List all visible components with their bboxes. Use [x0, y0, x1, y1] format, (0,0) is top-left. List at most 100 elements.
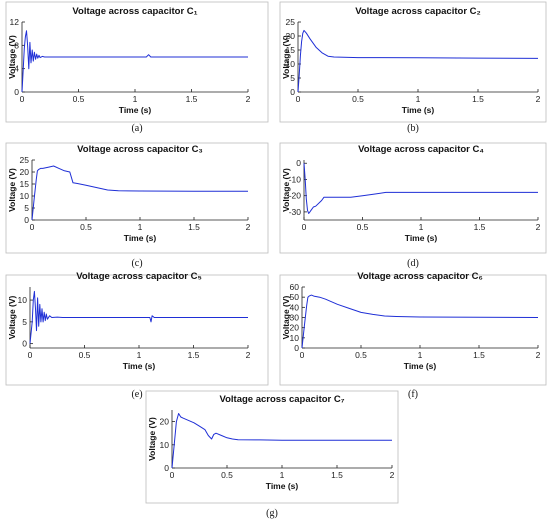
chart-f-x-tick-label: 2 [536, 350, 541, 360]
chart-c-x-tick-label: 0.5 [80, 222, 92, 232]
chart-c-caption: (c) [131, 258, 142, 269]
chart-f-y-tick-label: 60 [290, 282, 300, 292]
chart-b-caption: (b) [407, 123, 419, 134]
chart-a-x-tick-label: 1.5 [186, 94, 198, 104]
chart-d-caption: (d) [407, 258, 419, 269]
chart-e-ylabel: Voltage (V) [7, 295, 17, 339]
chart-b-x-tick-label: 2 [536, 94, 541, 104]
chart-d-x-tick-label: 0 [302, 222, 307, 232]
chart-e-y-tick-label: 0 [22, 339, 27, 349]
chart-f-y-tick-label: 0 [294, 343, 299, 353]
chart-c-y-tick-label: 5 [24, 203, 29, 213]
chart-b-y-tick-label: 25 [286, 17, 296, 27]
chart-g-y-tick-label: 10 [160, 440, 170, 450]
chart-b-title: Voltage across capacitor C₂ [355, 6, 480, 17]
chart-g-x-tick-label: 0.5 [221, 470, 233, 480]
chart-f-y-tick-label: 20 [290, 323, 300, 333]
chart-b-x-tick-label: 0 [296, 94, 301, 104]
chart-a-title: Voltage across capacitor C₁ [72, 6, 197, 17]
chart-b-y-tick-label: 20 [286, 31, 296, 41]
chart-b-x-tick-label: 1.5 [472, 94, 484, 104]
chart-a-x-tick-label: 1 [133, 94, 138, 104]
chart-e-x-tick-label: 1 [137, 350, 142, 360]
chart-c-x-tick-label: 1 [138, 222, 143, 232]
chart-c-frame [5, 142, 269, 254]
chart-b-frame [279, 1, 547, 123]
chart-e-xlabel: Time (s) [123, 361, 156, 371]
chart-g-xlabel: Time (s) [266, 481, 299, 491]
chart-a-x-tick-label: 0.5 [73, 94, 85, 104]
chart-f-series-line [301, 294, 539, 349]
chart-c-xlabel: Time (s) [124, 233, 157, 243]
chart-e-x-tick-label: 0 [28, 350, 33, 360]
chart-g-title: Voltage across capacitor C₇ [219, 394, 344, 405]
chart-f-y-tick-label: 50 [290, 292, 300, 302]
chart-d-y-tick-label: -20 [289, 191, 302, 201]
chart-c-title: Voltage across capacitor C₃ [77, 144, 203, 155]
chart-c-x-tick-label: 2 [246, 222, 251, 232]
chart-e-x-tick-label: 0.5 [79, 350, 91, 360]
chart-b-y-tick-label: 5 [290, 73, 295, 83]
chart-g-x-tick-label: 2 [390, 470, 395, 480]
chart-b-xlabel: Time (s) [402, 105, 435, 115]
chart-d-title: Voltage across capacitor C₄ [358, 144, 484, 155]
chart-a-y-tick-label: 8 [14, 40, 19, 50]
chart-a-y-tick-label: 12 [10, 17, 20, 27]
chart-e-y-tick-label: 5 [22, 317, 27, 327]
chart-a-series-line [21, 30, 248, 93]
chart-c-x-tick-label: 1.5 [188, 222, 200, 232]
chart-a-x-tick-label: 2 [246, 94, 251, 104]
chart-a-y-tick-label: 4 [14, 64, 19, 74]
chart-d-ylabel: Voltage (V) [281, 168, 291, 212]
chart-f-ylabel: Voltage (V) [281, 295, 291, 339]
chart-b-y-tick-label: 10 [286, 59, 296, 69]
chart-b-x-tick-label: 1 [416, 94, 421, 104]
chart-d-x-tick-label: 1.5 [474, 222, 486, 232]
chart-e-frame [5, 274, 269, 386]
chart-g-caption: (g) [266, 508, 278, 519]
chart-f-caption: (f) [408, 389, 418, 400]
chart-f-y-tick-label: 10 [290, 333, 300, 343]
chart-f-y-tick-label: 40 [290, 302, 300, 312]
chart-g-series-line [171, 413, 392, 469]
chart-d-y-tick-label: 0 [296, 158, 301, 168]
chart-g-frame [145, 390, 399, 504]
chart-e-x-tick-label: 2 [246, 350, 251, 360]
chart-e-x-tick-label: 1.5 [188, 350, 200, 360]
chart-a-frame [5, 1, 269, 123]
chart-c-ylabel: Voltage (V) [7, 168, 17, 212]
chart-d-xlabel: Time (s) [405, 233, 438, 243]
chart-g-x-tick-label: 0 [170, 470, 175, 480]
chart-d-x-tick-label: 0.5 [357, 222, 369, 232]
chart-d-x-tick-label: 1 [419, 222, 424, 232]
chart-a-ylabel: Voltage (V) [7, 35, 17, 79]
chart-b-ylabel: Voltage (V) [281, 35, 291, 79]
chart-f-frame [279, 274, 547, 386]
chart-c-x-tick-label: 0 [30, 222, 35, 232]
chart-f-x-tick-label: 0 [300, 350, 305, 360]
chart-a-xlabel: Time (s) [119, 105, 152, 115]
chart-e-caption: (e) [131, 389, 142, 400]
chart-a-y-tick-label: 0 [14, 87, 19, 97]
chart-b-y-tick-label: 0 [290, 87, 295, 97]
chart-e-y-tick-label: 10 [18, 295, 28, 305]
chart-c-y-tick-label: 25 [20, 155, 30, 165]
chart-c-y-tick-label: 15 [20, 179, 30, 189]
chart-f-x-tick-label: 1 [418, 350, 423, 360]
chart-g-x-tick-label: 1 [280, 470, 285, 480]
chart-c-y-tick-label: 20 [20, 167, 30, 177]
chart-f-x-tick-label: 0.5 [355, 350, 367, 360]
chart-b-x-tick-label: 0.5 [352, 94, 364, 104]
chart-g-ylabel: Voltage (V) [147, 417, 157, 461]
chart-d-x-tick-label: 2 [536, 222, 541, 232]
chart-f-title: Voltage across capacitor C₆ [357, 271, 483, 282]
chart-c-y-tick-label: 10 [20, 191, 30, 201]
chart-g-y-tick-label: 0 [164, 463, 169, 473]
chart-f-y-tick-label: 30 [290, 313, 300, 323]
chart-d-y-tick-label: -10 [289, 174, 302, 184]
chart-c-series-line [31, 165, 248, 221]
chart-f-xlabel: Time (s) [404, 361, 437, 371]
chart-e-title: Voltage across capacitor C₅ [76, 271, 202, 282]
chart-d-series-line [303, 163, 538, 214]
